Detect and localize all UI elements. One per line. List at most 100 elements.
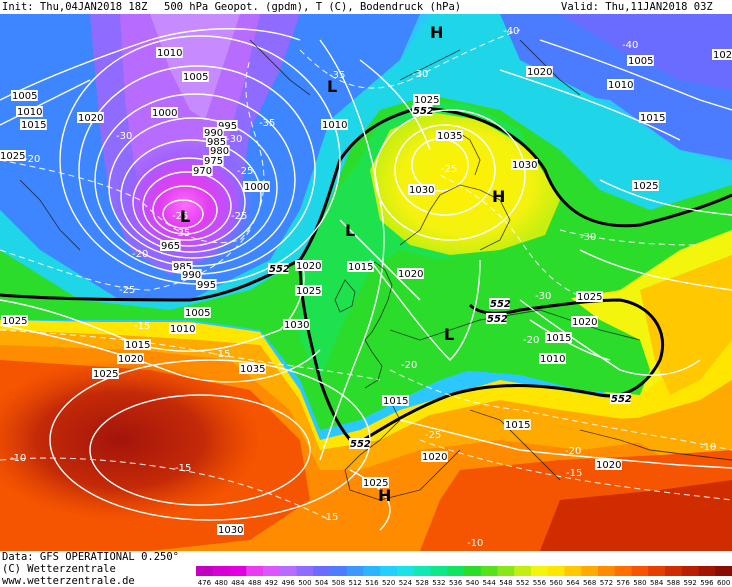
colorbar-tick-label: 512	[348, 579, 361, 587]
colorbar-swatch	[698, 566, 716, 576]
pressure-label-49: 1025	[362, 477, 389, 489]
temperature-label-15: -30	[580, 232, 596, 243]
colorbar-swatch	[246, 566, 264, 576]
height-label-0: 552	[412, 105, 434, 117]
colorbar-tick-label: 500	[298, 579, 311, 587]
colorbar-swatch	[631, 566, 649, 576]
pressure-label-44: 1035	[239, 363, 266, 375]
pressure-label-45: 1015	[382, 395, 409, 407]
pressure-label-17: 995	[196, 279, 217, 291]
colorbar-swatch	[614, 566, 632, 576]
colorbar-tick-label: 572	[600, 579, 613, 587]
pressure-label-9: 990	[203, 127, 224, 139]
pressure-label-23: 1020	[397, 268, 424, 280]
temperature-label-text: -35	[174, 228, 190, 239]
pressure-label-51: 102	[712, 49, 732, 61]
pressure-label-26: 1030	[408, 184, 435, 196]
chart-header: Init: Thu,04JAN2018 18Z 500 hPa Geopot. …	[0, 0, 732, 14]
temperature-label-text: -30	[116, 131, 132, 142]
colorbar-tick-label: 488	[248, 579, 261, 587]
colorbar-tick-label: 524	[399, 579, 413, 587]
temperature-label-text: -15	[175, 463, 191, 474]
pressure-label-6: 1025	[0, 150, 26, 162]
temperature-label-text: -10	[700, 442, 716, 453]
pressure-center-text: H	[378, 486, 391, 505]
pressure-label-text: 1025	[93, 369, 118, 380]
pressure-center-2: L	[345, 221, 355, 240]
pressure-label-text: 1025	[0, 151, 25, 162]
website-link[interactable]: www.wetterzentrale.de	[2, 575, 135, 587]
pressure-label-31: 1015	[639, 112, 666, 124]
colorbar-tick-label: 508	[332, 579, 345, 587]
pressure-label-text: 1010	[17, 107, 42, 118]
pressure-label-text: 1020	[78, 113, 103, 124]
pressure-label-47: 1020	[421, 451, 448, 463]
pressure-label-text: 102	[713, 50, 732, 61]
pressure-label-33: 1025	[576, 291, 603, 303]
colorbar-swatch	[430, 566, 448, 576]
init-time-label: Init: Thu,04JAN2018 18Z	[2, 1, 148, 13]
pressure-label-11: 980	[209, 145, 230, 157]
temperature-label-25: -15	[175, 463, 191, 474]
pressure-label-text: 1020	[527, 67, 552, 78]
chart-title: 500 hPa Geopot. (gpdm), T (C), Bodendruc…	[164, 1, 462, 13]
pressure-label-text: 1005	[628, 56, 653, 67]
temperature-label-3: -30	[412, 69, 428, 80]
field-orange-east	[640, 255, 732, 395]
pressure-label-13: 970	[192, 165, 213, 177]
colorbar-tick-label: 520	[382, 579, 395, 587]
pressure-label-text: 1030	[218, 525, 243, 536]
colorbar-tick-label: 528	[415, 579, 428, 587]
temperature-label-21: -20	[565, 446, 581, 457]
pressure-label-28: 1020	[526, 66, 553, 78]
temperature-label-20: -25	[425, 430, 441, 441]
colorbar-swatch	[514, 566, 532, 576]
colorbar-swatch	[564, 566, 582, 576]
map-labels: 1010100510051010101510201025100099599098…	[0, 23, 732, 549]
field-darkred-southeast	[540, 480, 732, 551]
temperature-label-text: -20	[401, 360, 417, 371]
colorbar-tick-label: 548	[499, 579, 512, 587]
temperature-label-6: -30	[116, 131, 132, 142]
temperature-label-text: -40	[503, 26, 519, 37]
pressure-label-text: 1000	[244, 182, 269, 193]
pressure-label-29: 1005	[627, 55, 654, 67]
valid-time-label: Valid: Thu,11JAN2018 03Z	[561, 1, 713, 13]
pressure-label-text: 1020	[572, 317, 597, 328]
height-label-2: 552	[489, 298, 511, 310]
pressure-label-34: 1020	[571, 316, 598, 328]
pressure-label-0: 1010	[156, 47, 183, 59]
temperature-label-text: -15	[134, 321, 150, 332]
colorbar-tick-label: 516	[365, 579, 379, 587]
temperature-label-8: -25	[237, 166, 253, 177]
pressure-center-4: H	[492, 187, 505, 206]
pressure-label-text: 1025	[577, 292, 602, 303]
pressure-label-37: 1025	[1, 315, 28, 327]
pressure-center-text: L	[180, 207, 190, 226]
temperature-label-text: -35	[329, 70, 345, 81]
temperature-label-23: -10	[700, 442, 716, 453]
pressure-label-4: 1015	[20, 119, 47, 131]
pressure-label-text: 1010	[540, 354, 565, 365]
temperature-label-text: -20	[24, 154, 40, 165]
colorbar-tick-label: 584	[650, 579, 664, 587]
pressure-label-38: 1005	[184, 307, 211, 319]
temperature-label-text: -10	[10, 453, 26, 464]
pressure-label-text: 1015	[505, 420, 530, 431]
isotherms	[0, 29, 732, 521]
colorbar-swatch	[464, 566, 482, 576]
temperature-label-text: -25	[425, 430, 441, 441]
colorbar-tick-label: 580	[633, 579, 646, 587]
temperature-label-9: -25	[441, 164, 457, 175]
colorbar-swatch	[480, 566, 498, 576]
colorbar-tick-label: 540	[466, 579, 479, 587]
pressure-label-text: 1005	[183, 72, 208, 83]
temperature-label-text: -25	[231, 211, 247, 222]
field-northeast-deep	[560, 14, 732, 90]
pressure-label-text: 1025	[633, 181, 658, 192]
field-orange-balkan	[600, 410, 732, 455]
colorbar-tick-label: 476	[198, 579, 212, 587]
pressure-center-text: L	[345, 221, 355, 240]
pressure-label-2: 1005	[11, 90, 38, 102]
pressure-label-25: 1035	[436, 130, 463, 142]
